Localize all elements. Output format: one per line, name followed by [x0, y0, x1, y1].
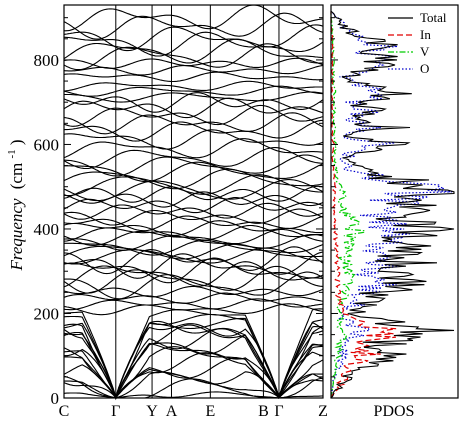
dispersion-band — [63, 92, 324, 113]
dispersion-band — [63, 298, 324, 311]
y-tick-label: 800 — [34, 51, 60, 70]
pdos-series-lines — [330, 10, 455, 399]
dispersion-band — [63, 208, 324, 226]
dispersion-band — [63, 112, 324, 135]
dispersion-band — [63, 57, 324, 69]
dispersion-band — [63, 191, 324, 208]
legend-label-total: Total — [420, 10, 447, 25]
dispersion-band — [63, 220, 324, 236]
pdos-line-o — [330, 10, 453, 399]
dispersion-band — [63, 168, 324, 190]
k-point-label: Z — [318, 403, 328, 420]
pdos-line-v — [330, 11, 366, 399]
k-point-label: Γ — [111, 403, 120, 420]
high-symmetry-lines — [115, 5, 280, 398]
dispersion-band — [63, 303, 324, 316]
dispersion-band — [63, 271, 324, 300]
dispersion-band — [63, 12, 324, 40]
dispersion-band — [64, 91, 324, 103]
dispersion-band — [63, 185, 324, 203]
pdos-axis-label: PDOS — [374, 403, 415, 420]
dispersion-band — [63, 261, 324, 288]
dispersion-band — [63, 228, 324, 246]
dispersion-band — [63, 129, 324, 150]
dispersion-band — [63, 292, 324, 304]
pdos-frame — [330, 4, 459, 399]
dispersion-band — [63, 138, 324, 159]
dispersion-band — [63, 97, 324, 119]
dispersion-band — [63, 147, 324, 170]
pdos-panel: PDOS Total In VO — [330, 4, 459, 420]
y-axis-label-close: ) — [7, 139, 26, 145]
dispersion-band — [63, 285, 324, 298]
dispersion-band — [63, 38, 324, 64]
pdos-legend: Total In VO — [388, 10, 447, 76]
dispersion-band — [63, 64, 324, 76]
dispersion-band — [63, 215, 324, 232]
legend-label-o: O — [420, 61, 429, 76]
y-tick-label: 600 — [34, 135, 60, 154]
dispersion-band — [63, 174, 324, 197]
dispersion-band — [64, 308, 323, 401]
dispersion-band — [63, 233, 324, 251]
dispersion-band — [63, 239, 324, 256]
k-point-label: A — [166, 403, 178, 420]
dispersion-band — [64, 161, 324, 183]
dispersion-band — [63, 71, 324, 83]
dispersion-band — [63, 24, 324, 52]
dispersion-band — [64, 154, 324, 177]
k-point-label: Y — [146, 403, 158, 420]
dispersion-band — [63, 265, 324, 294]
k-point-label: E — [205, 403, 215, 420]
y-axis-label: Frequency (cm -1 ) — [0, 139, 26, 271]
y-axis-tick-labels: 0 200 400 600 800 — [34, 51, 60, 408]
dispersion-band — [63, 197, 324, 214]
dispersion-band — [64, 31, 324, 57]
y-tick-label: 0 — [51, 389, 60, 408]
y-axis-label-unit: (cm — [7, 163, 26, 189]
k-point-label: C — [59, 403, 70, 420]
dispersion-band — [63, 119, 323, 142]
dispersion-band — [63, 257, 324, 284]
y-axis-label-exp: -1 — [6, 149, 18, 158]
y-axis-label-main: Frequency — [7, 198, 26, 272]
dispersion-band — [63, 246, 324, 275]
dispersion-band — [63, 247, 324, 265]
dispersion-band — [63, 251, 324, 279]
k-point-label: B — [258, 403, 269, 420]
pdos-line-in — [330, 11, 397, 399]
y-tick-label: 400 — [34, 220, 60, 239]
dispersion-frame — [63, 4, 324, 399]
dispersion-band — [63, 4, 324, 32]
legend-label-v: V — [420, 44, 430, 59]
dispersion-band — [63, 85, 324, 97]
legend-label-in: In — [420, 27, 431, 42]
dispersion-band — [63, 43, 324, 71]
dispersion-bands — [63, 4, 324, 401]
dispersion-band — [63, 202, 324, 220]
y-tick-label: 200 — [34, 304, 60, 323]
k-point-label: Γ — [274, 403, 283, 420]
dispersion-band — [63, 80, 323, 92]
pdos-line-total — [330, 10, 455, 399]
